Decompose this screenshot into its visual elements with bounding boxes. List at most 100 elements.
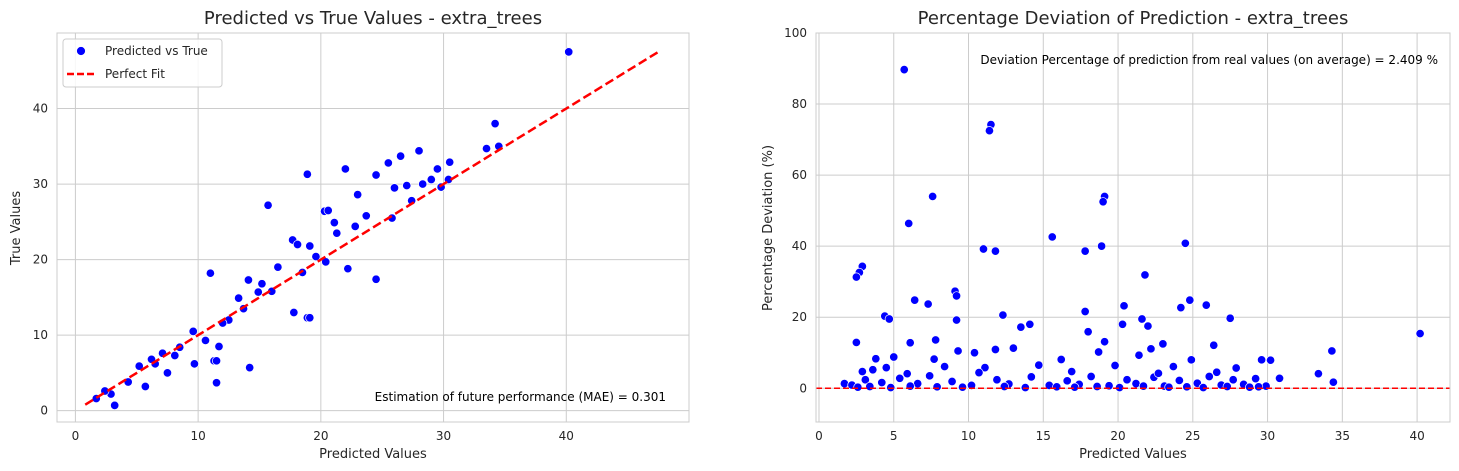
data-point [1174,375,1184,385]
scatter-points-right [839,65,1425,393]
data-point [881,363,891,373]
data-point [1182,382,1192,392]
x-axis-label-left: Predicted Values [319,447,427,462]
data-point [1117,319,1128,329]
data-point [311,252,321,262]
data-point [371,274,381,284]
legend-entry-predicted: Predicted vs True [105,44,208,58]
data-point [1080,306,1090,317]
data-point [1080,246,1090,256]
data-point [1094,347,1104,357]
x-tick-label: 10 [961,429,976,443]
data-point [902,369,912,379]
data-point [1026,372,1036,382]
data-point [350,221,360,231]
data-point [332,228,342,238]
data-point [998,310,1008,320]
chart-title-left: Predicted vs True Values - extra_trees [204,8,542,29]
data-point [871,354,881,364]
data-point [1052,382,1062,392]
data-point [234,293,244,303]
data-point [1119,301,1129,311]
data-point [140,381,150,392]
y-tick-label: 60 [792,168,807,182]
data-point [910,295,920,305]
data-point [929,354,939,364]
data-point [1092,381,1102,392]
y-tick-label: 0 [40,404,48,418]
data-point [1153,368,1163,378]
data-point [205,268,215,278]
grid-left [57,33,689,422]
data-point [1209,340,1219,350]
data-point [418,179,428,189]
data-point [1201,300,1211,310]
data-point [990,246,1000,256]
data-point [1261,381,1271,391]
data-point [1143,321,1153,331]
data-point [969,348,980,358]
data-point [839,379,849,389]
data-point [947,376,957,387]
data-point [273,262,283,272]
plot-frame-left [56,32,690,423]
y-ticks-left: 0 10 20 30 40 [33,102,48,418]
plot-frame-right [815,32,1451,423]
data-point [564,47,574,57]
data-point [414,146,424,156]
data-point [1086,371,1096,382]
data-point [305,241,315,251]
data-point [1225,313,1235,323]
data-point [1158,339,1168,349]
data-point [860,375,870,385]
y-axis-label-right: Percentage Deviation (%) [761,145,776,311]
data-point [257,279,267,289]
x-axis-label-right: Predicted Values [1079,447,1187,462]
x-ticks-left: 0 10 20 30 40 [72,429,574,443]
data-point [905,381,915,391]
data-point [188,326,198,336]
x-tick-label: 5 [890,429,898,443]
x-tick-label: 40 [1409,429,1424,443]
x-tick-label: 0 [72,429,80,443]
data-point [923,299,933,309]
x-tick-label: 40 [559,429,574,443]
data-point [1327,346,1337,356]
data-point [940,362,950,372]
data-point [1070,382,1080,392]
data-point [170,350,180,361]
data-point [877,378,887,388]
data-point [957,382,968,392]
data-point [865,381,875,392]
data-point [992,375,1002,385]
data-point [323,205,333,216]
data-point [1245,382,1255,392]
data-point [984,126,995,136]
data-point [389,183,400,193]
data-point [162,368,172,378]
data-point [999,381,1009,392]
y-tick-label: 30 [33,177,48,191]
x-tick-label: 30 [436,429,451,443]
data-point [990,344,1000,355]
data-point [1100,337,1110,347]
data-point [1164,382,1174,392]
data-point [980,363,990,373]
data-point [253,287,263,297]
y-tick-label: 80 [792,97,807,111]
data-point [1083,327,1093,337]
x-tick-label: 0 [815,429,823,443]
data-point [1185,295,1195,305]
legend-marker-icon [76,46,86,56]
data-point [396,151,406,161]
data-point [1137,314,1147,324]
data-point [1138,381,1149,391]
data-point [895,373,905,383]
chart-percentage-deviation: 0 5 10 15 20 25 30 35 40 0 20 40 60 80 100 Percentage… [761,8,1451,462]
data-point [263,200,273,210]
data-point [1212,367,1222,377]
x-tick-label: 30 [1260,429,1275,443]
data-point [1025,319,1035,329]
data-point [340,164,350,174]
x-tick-label: 20 [313,429,328,443]
